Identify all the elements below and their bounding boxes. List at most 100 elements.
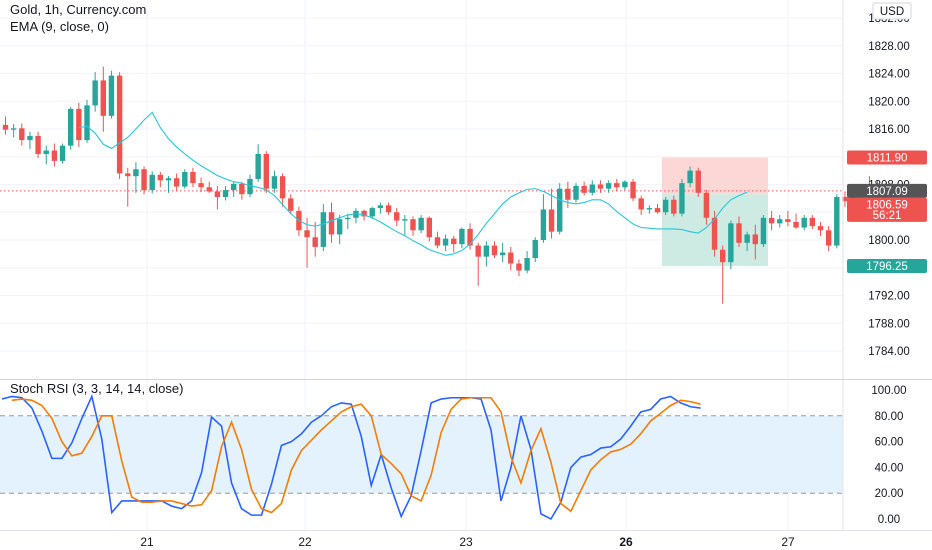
candle-body (614, 183, 620, 188)
symbol-title[interactable]: Gold, 1h, Currency.com (10, 2, 146, 17)
candle-body (51, 150, 58, 161)
candle (793, 213, 799, 229)
candle (345, 213, 351, 229)
candle-body (100, 80, 106, 116)
candle (491, 241, 498, 259)
candle-body (345, 217, 351, 220)
candle-body (638, 198, 644, 210)
price-tick: 1820.00 (868, 96, 910, 108)
price-tick: 1800.00 (868, 235, 910, 247)
candle (312, 221, 318, 257)
candle (736, 216, 742, 247)
candle-body (402, 219, 408, 221)
stop-price-tag (847, 150, 927, 165)
currency-button[interactable]: USD (872, 2, 912, 20)
candle (59, 143, 66, 164)
candle (662, 196, 669, 216)
candle (809, 215, 816, 229)
price-tick: 1824.00 (868, 69, 910, 81)
candle-body (785, 219, 791, 222)
candle-body (434, 237, 441, 246)
candle-body (279, 176, 286, 199)
candle-body (573, 185, 579, 200)
candle (720, 245, 726, 304)
candle-body (540, 209, 547, 240)
stoch-axis[interactable]: 100.00 80.00 60.00 40.00 20.00 0.00 (871, 385, 906, 526)
candle (402, 215, 408, 236)
candle (108, 70, 115, 119)
time-axis[interactable]: 21 22 23 26 27 (140, 535, 795, 549)
candle-body (760, 217, 767, 245)
candle (777, 215, 783, 228)
candle (100, 66, 106, 132)
candle (279, 173, 286, 207)
candle-body (59, 145, 66, 161)
candle-body (744, 234, 750, 243)
candle (27, 131, 33, 150)
stoch-band-fill (0, 415, 843, 494)
candle (125, 167, 131, 207)
candle-body (385, 205, 392, 213)
candle (320, 203, 327, 252)
stoch-tick: 20.00 (875, 488, 904, 500)
candle (467, 223, 473, 250)
candle-body (141, 169, 147, 191)
candle (630, 178, 636, 202)
stoch-tick: 100.00 (871, 385, 906, 397)
candle (483, 241, 490, 267)
stop-price-label: 1811.90 (867, 152, 908, 164)
candle (43, 145, 49, 165)
price-tick: 1784.00 (868, 346, 910, 358)
stoch-tick: 40.00 (875, 462, 904, 474)
candle (239, 181, 245, 200)
candle-body (842, 196, 848, 202)
candle-body (190, 172, 196, 184)
candle (231, 181, 237, 197)
candle-body (467, 228, 473, 246)
ema-legend[interactable]: EMA (9, close, 0) (10, 19, 109, 34)
candle (369, 206, 375, 220)
currency-button-frame[interactable] (872, 2, 912, 20)
close-price-label: 1806.59 (866, 199, 908, 211)
candle-body (35, 135, 41, 154)
candle-body (532, 240, 538, 259)
candle (434, 231, 441, 249)
candle-body (336, 219, 343, 235)
candle-body (263, 153, 269, 189)
candle (198, 177, 204, 193)
stoch-title[interactable]: Stoch RSI (3, 3, 14, 14, close) (10, 381, 183, 396)
currency-label[interactable]: USD (880, 6, 904, 18)
candle (548, 188, 555, 239)
candle-body (133, 169, 139, 177)
candle-body (801, 217, 807, 228)
candle (165, 176, 172, 193)
candle-body (581, 185, 587, 193)
candle (19, 123, 25, 146)
candle-body (557, 188, 563, 232)
candle-body (768, 217, 775, 224)
candle (328, 202, 335, 243)
candle (459, 227, 465, 249)
candle (573, 183, 579, 203)
candle-body (410, 219, 416, 231)
candle-body (173, 178, 180, 187)
candle-body (426, 217, 432, 238)
candle-body (499, 252, 506, 256)
candle-body (736, 223, 742, 243)
time-tick: 22 (298, 535, 312, 549)
candle-body (182, 172, 188, 187)
stop-loss-zone (662, 157, 768, 195)
candle (614, 178, 620, 192)
candle (149, 171, 155, 194)
candle-body (84, 105, 90, 141)
candle-body (116, 75, 123, 174)
candle (785, 210, 791, 227)
candle (288, 194, 294, 214)
candle (76, 102, 82, 148)
candle-body (720, 249, 726, 263)
candle (581, 181, 587, 196)
candle (475, 242, 481, 286)
candle-body (312, 237, 318, 247)
candle-body (508, 252, 514, 264)
